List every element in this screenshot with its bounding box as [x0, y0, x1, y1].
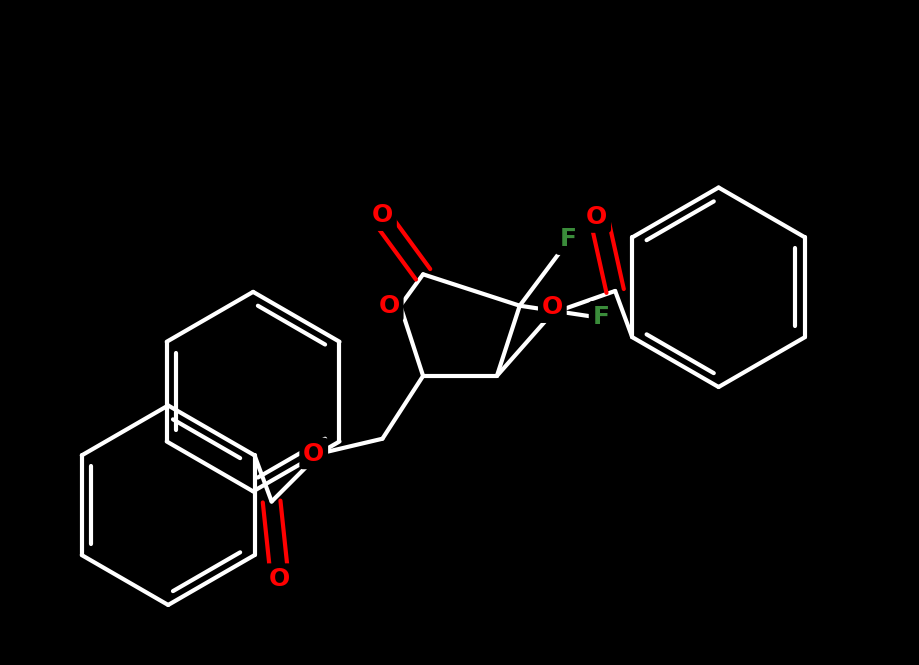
Text: O: O: [378, 294, 400, 318]
Text: O: O: [541, 295, 562, 319]
Text: O: O: [302, 442, 324, 465]
Text: O: O: [585, 205, 607, 229]
Text: O: O: [371, 203, 392, 227]
Text: F: F: [559, 227, 575, 251]
Text: O: O: [268, 567, 289, 591]
Text: F: F: [592, 305, 609, 329]
